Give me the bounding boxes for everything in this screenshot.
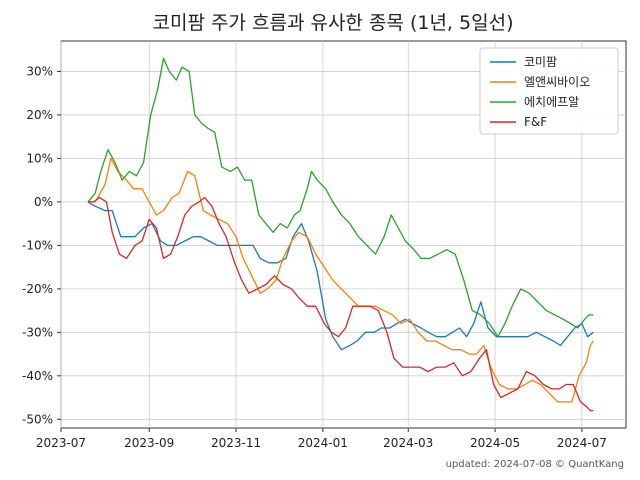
legend-label: 에치에프알	[524, 95, 579, 109]
chart-title: 코미팜 주가 흐름과 유사한 종목 (1년, 5일선)	[153, 12, 514, 34]
series-line	[87, 57, 594, 338]
y-tick-label: 30%	[26, 64, 53, 78]
y-tick-label: -40%	[22, 369, 53, 383]
y-axis-ticks: 30% 20% 10% 0% -10% -20% -30% -40% -50%	[22, 64, 61, 426]
legend-label: 엘앤씨바이오	[524, 75, 590, 89]
x-tick-label: 2023-09	[124, 436, 174, 450]
x-tick-label: 2024-03	[383, 436, 433, 450]
y-tick-label: -30%	[22, 325, 53, 339]
grid-lines	[60, 41, 626, 428]
y-tick-label: -10%	[22, 238, 53, 252]
series-line	[87, 201, 594, 351]
x-tick-label: 2024-05	[470, 436, 520, 450]
footnote: updated: 2024-07-08 © QuantKang	[446, 459, 624, 470]
x-tick-label: 2024-01	[298, 436, 348, 450]
legend-label: F&F	[524, 115, 547, 129]
x-tick-label: 2023-07	[36, 436, 86, 450]
series-line	[88, 196, 594, 412]
series-line	[88, 157, 594, 403]
series-lines	[87, 57, 594, 412]
y-tick-label: 0%	[34, 195, 53, 209]
legend-label: 코미팜	[524, 55, 557, 69]
y-tick-label: 20%	[26, 108, 53, 122]
y-tick-label: 10%	[26, 151, 53, 165]
x-axis-ticks: 2023-07 2023-09 2023-11 2024-01 2024-03 2024-…	[36, 428, 607, 450]
y-tick-label: -50%	[22, 412, 53, 426]
x-tick-label: 2023-11	[211, 436, 261, 450]
x-tick-label: 2024-07	[557, 436, 607, 450]
y-tick-label: -20%	[22, 282, 53, 296]
legend-box	[479, 47, 619, 135]
